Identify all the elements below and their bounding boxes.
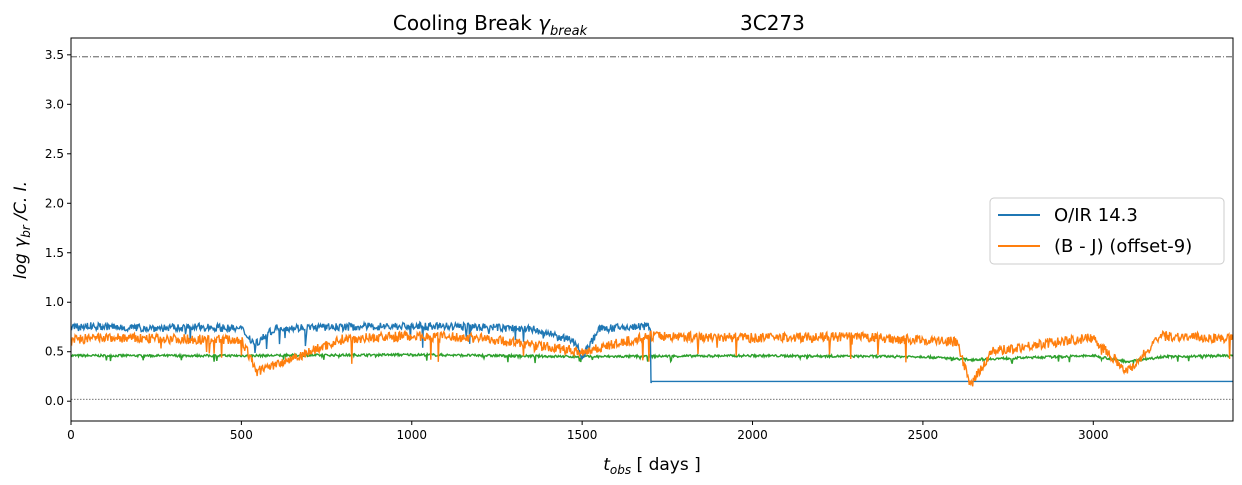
legend-label-bj: (B - J) (offset-9): [1054, 236, 1192, 257]
y-tick-label: 1.0: [45, 295, 64, 309]
y-label-subscript: br: [19, 224, 33, 238]
x-label-symbol: t: [603, 455, 611, 475]
y-label-post: /C. I.: [11, 181, 31, 225]
y-label-pre: log γ: [11, 237, 31, 279]
y-tick-label: 2.5: [45, 147, 64, 161]
title-subscript: break: [550, 24, 588, 39]
reference-lines: [71, 56, 1233, 400]
x-tick-label: 1500: [567, 428, 598, 442]
x-axis-label: tobs [ days ]: [603, 455, 701, 477]
y-ticks: 0.0 0.5 1.0 1.5 2.0 2.5 3.0 3.5: [45, 48, 71, 408]
title-source: 3C273: [740, 11, 805, 35]
series-lines: [71, 320, 1233, 387]
title-gamma: γ: [538, 11, 551, 35]
x-ticks: 0 500 1000 1500 2000 2500 3000: [67, 421, 1109, 442]
series-line-1: [71, 329, 1233, 387]
y-tick-label: 2.0: [45, 196, 64, 210]
title-main: Cooling Break: [393, 11, 538, 35]
x-label-subscript: obs: [610, 463, 631, 477]
legend: O/IR 14.3 (B - J) (offset-9): [989, 197, 1225, 265]
series-line-0: [71, 320, 1233, 384]
y-tick-label: 0.0: [45, 394, 64, 408]
chart-title: Cooling Break γbreak: [393, 11, 588, 39]
series-line-2: [71, 351, 1233, 366]
x-tick-label: 500: [230, 428, 253, 442]
x-label-units: [ days ]: [631, 455, 701, 475]
y-tick-label: 3.0: [45, 97, 64, 111]
legend-box: [989, 197, 1225, 265]
y-axis-label: log γbr /C. I.: [11, 181, 33, 279]
x-tick-label: 2500: [908, 428, 939, 442]
y-tick-label: 3.5: [45, 48, 64, 62]
x-tick-label: 1000: [396, 428, 427, 442]
y-tick-label: 0.5: [45, 345, 64, 359]
legend-label-oir: O/IR 14.3: [1054, 205, 1138, 226]
x-tick-label: 0: [67, 428, 75, 442]
y-tick-label: 1.5: [45, 246, 64, 260]
plot-frame: [70, 37, 1234, 422]
x-tick-label: 2000: [737, 428, 768, 442]
x-tick-label: 3000: [1078, 428, 1109, 442]
